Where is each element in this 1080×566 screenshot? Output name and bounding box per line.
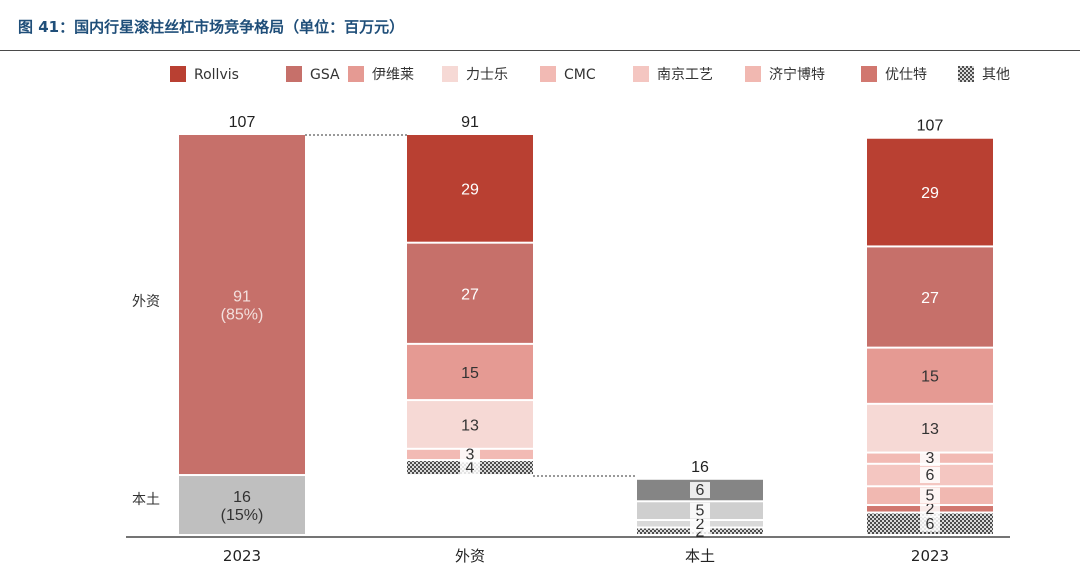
segment-外资-伊维莱 [407,344,533,400]
total-label-0: 107 [229,114,256,131]
bars: 16(15%)91(85%)10743131527299122561662563… [179,114,993,540]
data-label-2023-济宁博特: 5 [926,488,935,505]
segment-外资-力士乐 [407,401,533,448]
segment-2023-GSA [867,247,993,347]
data-label-本土-南京工艺: 6 [696,482,705,499]
data-label-bg-2023-南京工艺 [920,467,940,484]
data-label-2023-优仕特: 2 [926,501,935,518]
data-label-2023-南京工艺: 6 [926,467,935,484]
data-label-外资-伊维莱: 15 [461,365,479,382]
segment-2023-外资 [179,135,305,475]
data-label-外资-Rollvis: 29 [461,181,479,198]
data-label-bg-本土-优仕特 [690,515,710,532]
data-label-本土-济宁博特: 5 [696,503,705,520]
page-title: 图 41：国内行星滚柱丝杠市场竞争格局（单位：百万元） [18,18,405,36]
data-label-2023-GSA: 27 [921,290,939,307]
data-label-bg-外资-CMC [460,446,480,463]
legend-swatch-伊维莱 [348,66,364,82]
bar-1-外资: 43 13 15 27 29 [407,135,533,477]
legend-swatch-CMC [540,66,556,82]
segment-外资-Rollvis [407,135,533,242]
data-label-外资-力士乐: 13 [461,417,479,434]
segment-2023-本土 [179,476,305,534]
legend-label-优仕特: 优仕特 [885,67,927,83]
bar-2-本土: 2256 [637,479,763,540]
legend-label-力士乐: 力士乐 [466,67,508,83]
row-label-外资: 外资 [132,294,160,310]
legend-label-伊维莱: 伊维莱 [372,67,414,83]
data-label-bg-2023-济宁博特 [920,487,940,504]
total-label-2: 16 [691,459,709,476]
data-label-bg-2023-其他 [920,515,940,532]
x-tick-label-3: 2023 [911,547,949,565]
data-label-2023-力士乐: 13 [921,421,939,438]
x-axis: 2023 外资 本土 2023 [126,536,1010,565]
data-label-bg-外资-其他 [460,459,480,476]
data-label-bg-2023-CMC [920,450,940,467]
legend-label-济宁博特: 济宁博特 [769,66,825,83]
legend-swatch-济宁博特 [745,66,761,82]
bar-0-2023: 16 (15%) 91 (85%) [179,135,305,534]
legend-swatch-其他 [958,66,974,82]
total-label-1: 91 [461,114,479,131]
data-label-2023-Rollvis: 29 [921,185,939,202]
legend-label-Rollvis: Rollvis [194,67,239,83]
data-label-2023-本土: 16 (15%) [221,489,264,524]
legend-label-CMC: CMC [564,67,596,83]
legend-swatch-Rollvis [170,66,186,82]
data-label-2023-CMC: 3 [926,450,935,467]
chart-legend: Rollvis GSA 伊维莱 力士乐 CMC 南京工艺 济宁博特 优仕特 其他 [170,66,1010,83]
data-label-bg-2023-优仕特 [920,500,940,517]
x-tick-label-1: 外资 [455,547,485,565]
legend-label-GSA: GSA [310,67,340,83]
segment-外资-GSA [407,243,533,343]
title-divider [0,50,1080,51]
row-label-本土: 本土 [132,492,160,508]
segment-2023-力士乐 [867,404,993,452]
data-label-外资-CMC: 3 [466,446,475,463]
legend-swatch-优仕特 [861,66,877,82]
data-label-外资-GSA: 27 [461,286,479,303]
legend-swatch-GSA [286,66,302,82]
legend-label-其他: 其他 [982,67,1010,83]
segment-2023-Rollvis [867,138,993,246]
legend-swatch-力士乐 [442,66,458,82]
data-label-本土-优仕特: 2 [696,516,705,533]
data-label-2023-其他: 6 [926,516,935,533]
data-label-bg-本土-南京工艺 [690,482,710,499]
data-label-bg-本土-济宁博特 [690,502,710,519]
legend-label-南京工艺: 南京工艺 [657,67,713,83]
x-tick-label-0: 2023 [223,547,261,565]
data-label-2023-外资: 91 (85%) [221,289,264,324]
data-label-外资-其他: 4 [466,460,475,477]
data-label-2023-伊维莱: 15 [921,369,939,386]
total-label-3: 107 [917,118,944,135]
x-tick-label-2: 本土 [685,547,715,565]
legend-swatch-南京工艺 [633,66,649,82]
segment-2023-伊维莱 [867,348,993,403]
connector-lines [305,134,637,477]
